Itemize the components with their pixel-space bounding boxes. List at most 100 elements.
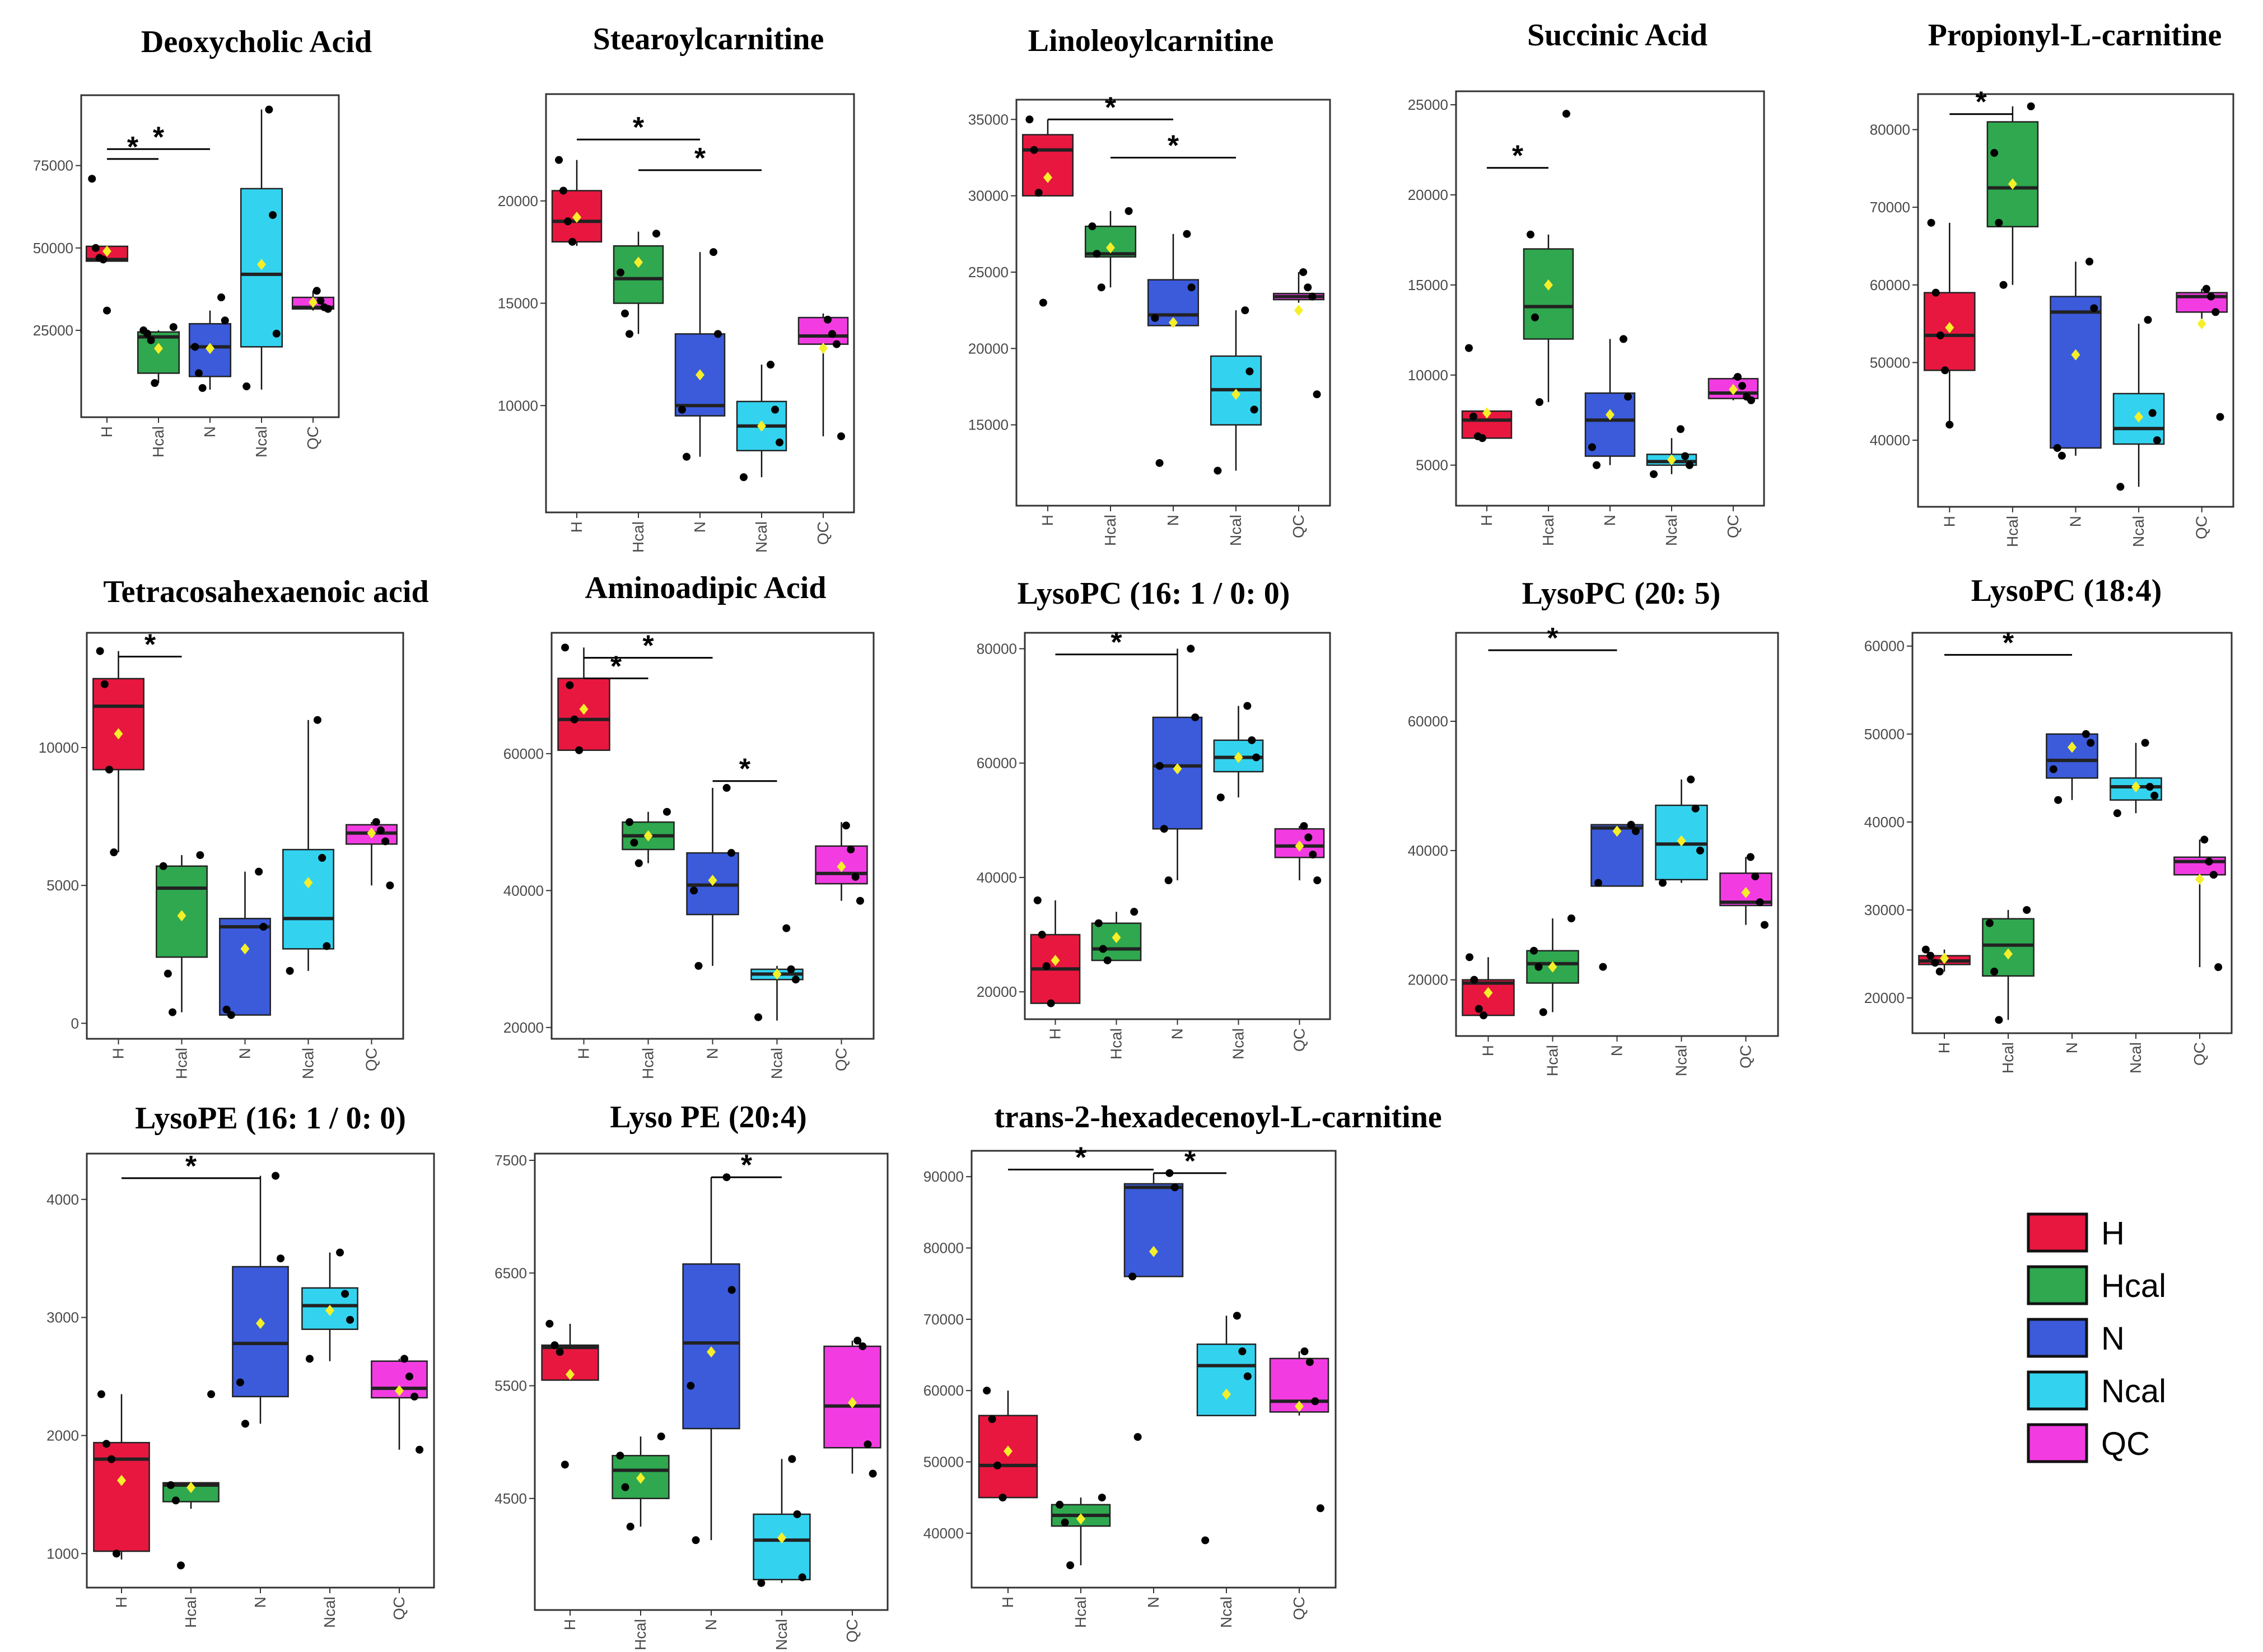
y-tick-label: 60000 — [503, 745, 544, 762]
x-tick-label: Hcal — [632, 1619, 649, 1650]
box-n — [232, 1172, 289, 1428]
data-point — [837, 432, 845, 441]
data-point — [1025, 115, 1034, 124]
data-point — [545, 1319, 554, 1328]
data-point — [559, 186, 567, 195]
box-iqr — [2046, 733, 2098, 779]
y-tick-label: 20000 — [968, 340, 1009, 357]
chart-title: LysoPC (16: 1 / 0: 0) — [1018, 576, 1290, 611]
x-tick-label: H — [1478, 515, 1495, 526]
chart-title: Succinic Acid — [1527, 18, 1707, 53]
y-tick-label: 3000 — [46, 1309, 79, 1326]
data-point — [323, 942, 331, 950]
mean-marker — [1051, 954, 1060, 966]
data-point — [1624, 393, 1632, 401]
x-tick-label: QC — [1291, 1028, 1308, 1052]
mean-marker — [367, 827, 376, 839]
data-point — [1039, 298, 1047, 307]
data-point — [1133, 1432, 1142, 1441]
data-point — [1252, 753, 1261, 762]
box-n — [674, 248, 726, 461]
mean-marker — [707, 1346, 716, 1358]
data-point — [405, 1373, 414, 1381]
box-qc — [823, 1337, 881, 1478]
y-tick-label: 70000 — [1870, 199, 1910, 216]
data-point — [1599, 963, 1607, 971]
data-point — [621, 1483, 629, 1491]
box-h — [1924, 218, 1976, 429]
boxplot-panel: Deoxycholic Acid 25000 50000 75000 H Hcal N Nca… — [33, 25, 372, 458]
x-tick-label: QC — [390, 1597, 408, 1620]
data-point — [1734, 372, 1742, 381]
mean-marker — [1612, 825, 1622, 837]
box-iqr — [823, 1345, 881, 1449]
x-tick-label: N — [1145, 1597, 1162, 1608]
box-n — [686, 783, 739, 970]
data-point — [869, 1469, 877, 1478]
data-point — [998, 1494, 1007, 1502]
data-point — [788, 1455, 796, 1463]
data-point — [1631, 827, 1640, 836]
box-hcal — [622, 808, 675, 867]
data-point — [1201, 1536, 1210, 1544]
box-h — [1461, 344, 1513, 442]
box-iqr — [1123, 1183, 1184, 1277]
legend-swatch-ncal — [2027, 1370, 2088, 1411]
data-point — [88, 175, 96, 183]
data-point — [1945, 421, 1954, 429]
boxplot-panel: Succinic Acid 5000 10000 15000 20000 25000 H Hc… — [1408, 18, 1765, 546]
chart-title: LysoPE (16: 1 / 0: 0) — [135, 1101, 406, 1136]
y-tick-label: 80000 — [923, 1240, 964, 1257]
box-ncal — [301, 1248, 358, 1363]
data-point — [842, 822, 850, 830]
x-tick-label: Ncal — [2127, 1042, 2144, 1074]
y-tick-label: 30000 — [1864, 902, 1905, 918]
box-n — [1584, 335, 1636, 469]
box-ncal — [1213, 702, 1264, 801]
box-ncal — [282, 716, 334, 975]
y-tick-label: 20000 — [977, 983, 1017, 1000]
mean-marker — [566, 1369, 575, 1380]
data-point — [169, 323, 178, 332]
data-point — [570, 715, 578, 724]
data-point — [1659, 879, 1667, 887]
y-tick-label: 25000 — [968, 264, 1009, 281]
mean-marker — [304, 877, 313, 889]
data-point — [236, 1378, 244, 1387]
data-point — [336, 1248, 344, 1257]
y-tick-label: 1000 — [46, 1545, 79, 1562]
data-point — [1936, 331, 1944, 339]
data-point — [2116, 483, 2125, 491]
data-point — [105, 766, 114, 774]
y-tick-label: 40000 — [977, 869, 1017, 886]
data-point — [1311, 1397, 1319, 1406]
mean-marker — [395, 1385, 404, 1397]
mean-marker — [2131, 781, 2140, 793]
data-point — [91, 244, 100, 252]
x-tick-label: H — [113, 1597, 130, 1608]
box-n — [1590, 820, 1644, 971]
mean-marker — [1295, 1401, 1304, 1412]
data-point — [1097, 283, 1105, 292]
data-point — [690, 886, 698, 895]
data-point — [1160, 825, 1168, 833]
data-point — [678, 405, 686, 414]
box-hcal — [137, 323, 180, 388]
box-h — [557, 643, 610, 754]
data-point — [1308, 292, 1317, 301]
data-point — [1588, 443, 1596, 451]
boxplot-panel: LysoPE (16: 1 / 0: 0) 1000 2000 3000 4000 H Hc… — [46, 1101, 435, 1628]
box-n — [1147, 230, 1200, 467]
data-point — [1299, 268, 1308, 276]
y-tick-label: 4000 — [46, 1191, 79, 1208]
significance-star: * — [633, 111, 645, 144]
mean-marker — [1231, 389, 1240, 400]
data-point — [782, 924, 791, 932]
data-point — [1243, 702, 1252, 710]
box-n — [2046, 730, 2098, 804]
data-point — [1941, 366, 1949, 375]
data-point — [1233, 1312, 1241, 1320]
box-h — [1918, 945, 1971, 976]
y-tick-label: 50000 — [33, 240, 73, 256]
box-ncal — [2110, 739, 2162, 818]
